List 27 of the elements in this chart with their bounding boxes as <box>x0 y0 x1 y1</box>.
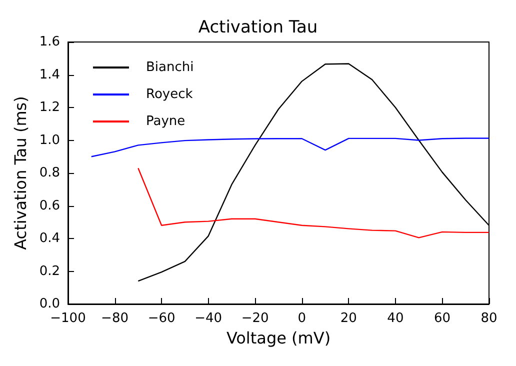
chart-title: Activation Tau <box>198 18 318 38</box>
y-tick-label: 0.6 <box>39 198 60 214</box>
y-tick-label: 1.4 <box>39 67 60 82</box>
y-tick-label: 1.2 <box>39 100 60 115</box>
x-tick-label: −40 <box>194 311 222 326</box>
x-axis-title: Voltage (mV) <box>226 328 331 348</box>
x-tick-label: 40 <box>387 311 404 326</box>
y-tick-label: 1.0 <box>39 132 60 148</box>
x-tick-label: 20 <box>340 311 357 326</box>
legend-label: Royeck <box>146 87 194 102</box>
x-tick-label: −80 <box>101 311 128 326</box>
x-tick-label: 80 <box>480 311 498 326</box>
line-series <box>90 138 490 158</box>
y-tick-label: 0.0 <box>39 296 60 312</box>
legend-label: Payne <box>146 114 186 129</box>
y-axis-title: Activation Tau (ms) <box>10 96 30 250</box>
line-series <box>138 167 490 238</box>
x-tick-label: −20 <box>241 311 269 326</box>
y-tick-label: 0.4 <box>39 231 60 246</box>
y-tick-label: 1.6 <box>39 34 60 50</box>
x-tick-label: −60 <box>148 311 176 326</box>
y-tick-label: 0.2 <box>39 264 60 279</box>
x-tick-label: 0 <box>298 311 306 326</box>
x-tick-label: −100 <box>50 311 86 326</box>
x-tick-label: 60 <box>434 311 450 326</box>
legend-label: Bianchi <box>146 60 194 75</box>
y-tick-label: 0.8 <box>39 166 60 180</box>
